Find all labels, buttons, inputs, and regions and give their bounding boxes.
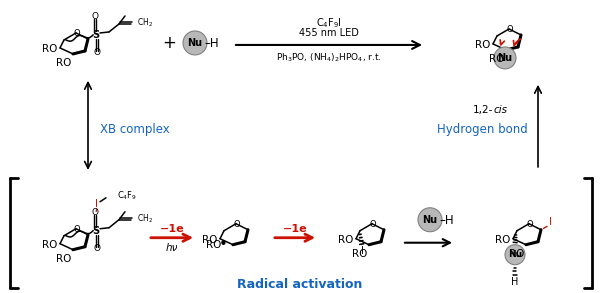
Text: H: H: [511, 277, 519, 287]
Text: O: O: [507, 25, 514, 35]
Text: RO: RO: [202, 235, 217, 245]
Text: RO: RO: [352, 249, 367, 259]
Text: RO: RO: [474, 40, 490, 50]
Text: RO: RO: [489, 54, 504, 64]
Text: Radical activation: Radical activation: [237, 278, 362, 291]
Text: RO: RO: [42, 240, 57, 250]
Text: I: I: [548, 217, 551, 227]
Text: 455 nm LED: 455 nm LED: [299, 28, 359, 38]
Text: C$_4$F$_9$I: C$_4$F$_9$I: [316, 16, 342, 30]
Circle shape: [183, 31, 207, 55]
Circle shape: [494, 47, 516, 69]
Text: Nu: Nu: [508, 250, 522, 259]
Text: Nu: Nu: [497, 53, 512, 63]
Text: S: S: [93, 226, 99, 236]
Text: cis: cis: [494, 105, 508, 115]
Text: Nu: Nu: [187, 38, 202, 48]
Circle shape: [505, 245, 525, 265]
Text: O: O: [234, 220, 240, 229]
Text: O: O: [527, 220, 533, 229]
Text: RO: RO: [495, 235, 510, 245]
Text: −1e: −1e: [283, 224, 307, 234]
Text: +: +: [162, 34, 176, 52]
Text: 1,2-: 1,2-: [473, 105, 493, 115]
Text: I: I: [361, 246, 364, 256]
Text: S: S: [93, 30, 99, 40]
Text: O: O: [370, 220, 376, 229]
Text: RO: RO: [206, 240, 221, 250]
Text: O: O: [73, 30, 80, 38]
Text: O: O: [92, 13, 99, 21]
Text: Nu: Nu: [423, 215, 438, 225]
Text: RO: RO: [338, 235, 353, 245]
Text: C$_4$F$_9$: C$_4$F$_9$: [117, 190, 137, 202]
Text: O: O: [73, 225, 80, 234]
Text: O: O: [93, 48, 101, 57]
Text: hν: hν: [166, 243, 178, 253]
Text: I: I: [96, 199, 99, 209]
Text: Ph$_3$PO, (NH$_4$)$_2$HPO$_4$, r.t.: Ph$_3$PO, (NH$_4$)$_2$HPO$_4$, r.t.: [276, 52, 382, 64]
Text: •: •: [219, 237, 228, 252]
Text: RO: RO: [55, 58, 71, 68]
Text: XB complex: XB complex: [100, 123, 170, 136]
Circle shape: [418, 208, 442, 232]
Text: RO: RO: [55, 254, 71, 264]
Text: O: O: [92, 208, 99, 217]
Text: RO: RO: [42, 44, 57, 54]
Text: O: O: [93, 244, 101, 253]
Text: RO: RO: [509, 249, 524, 259]
Text: Hydrogen bond: Hydrogen bond: [436, 123, 527, 136]
Text: CH$_2$: CH$_2$: [137, 212, 153, 225]
Text: CH$_2$: CH$_2$: [137, 17, 153, 29]
Text: –H: –H: [439, 214, 455, 227]
Text: −1e: −1e: [160, 224, 184, 234]
Text: –H: –H: [205, 38, 219, 50]
